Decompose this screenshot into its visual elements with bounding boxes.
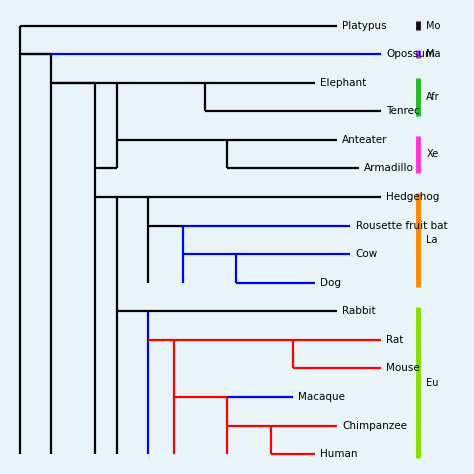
Text: Eu: Eu: [426, 378, 439, 388]
Text: Anteater: Anteater: [342, 135, 388, 145]
Text: La: La: [426, 235, 438, 245]
Text: Ma: Ma: [426, 49, 441, 59]
Text: Hedgehog: Hedgehog: [386, 192, 440, 202]
Text: Cow: Cow: [356, 249, 378, 259]
Text: Macaque: Macaque: [298, 392, 346, 402]
Text: Xe: Xe: [426, 149, 438, 159]
Text: Rabbit: Rabbit: [342, 306, 376, 316]
Text: Afr: Afr: [426, 92, 440, 102]
Text: Armadillo: Armadillo: [365, 164, 414, 173]
Text: Rousette fruit bat: Rousette fruit bat: [356, 220, 447, 230]
Text: Dog: Dog: [320, 278, 341, 288]
Text: Opossum: Opossum: [386, 49, 435, 59]
Text: Human: Human: [320, 449, 358, 459]
Text: Rat: Rat: [386, 335, 404, 345]
Text: Platypus: Platypus: [342, 21, 387, 31]
Text: Mouse: Mouse: [386, 364, 420, 374]
Text: Chimpanzee: Chimpanzee: [342, 420, 407, 430]
Text: Mo: Mo: [426, 21, 441, 31]
Text: Elephant: Elephant: [320, 78, 366, 88]
Text: Tenrec: Tenrec: [386, 106, 420, 116]
